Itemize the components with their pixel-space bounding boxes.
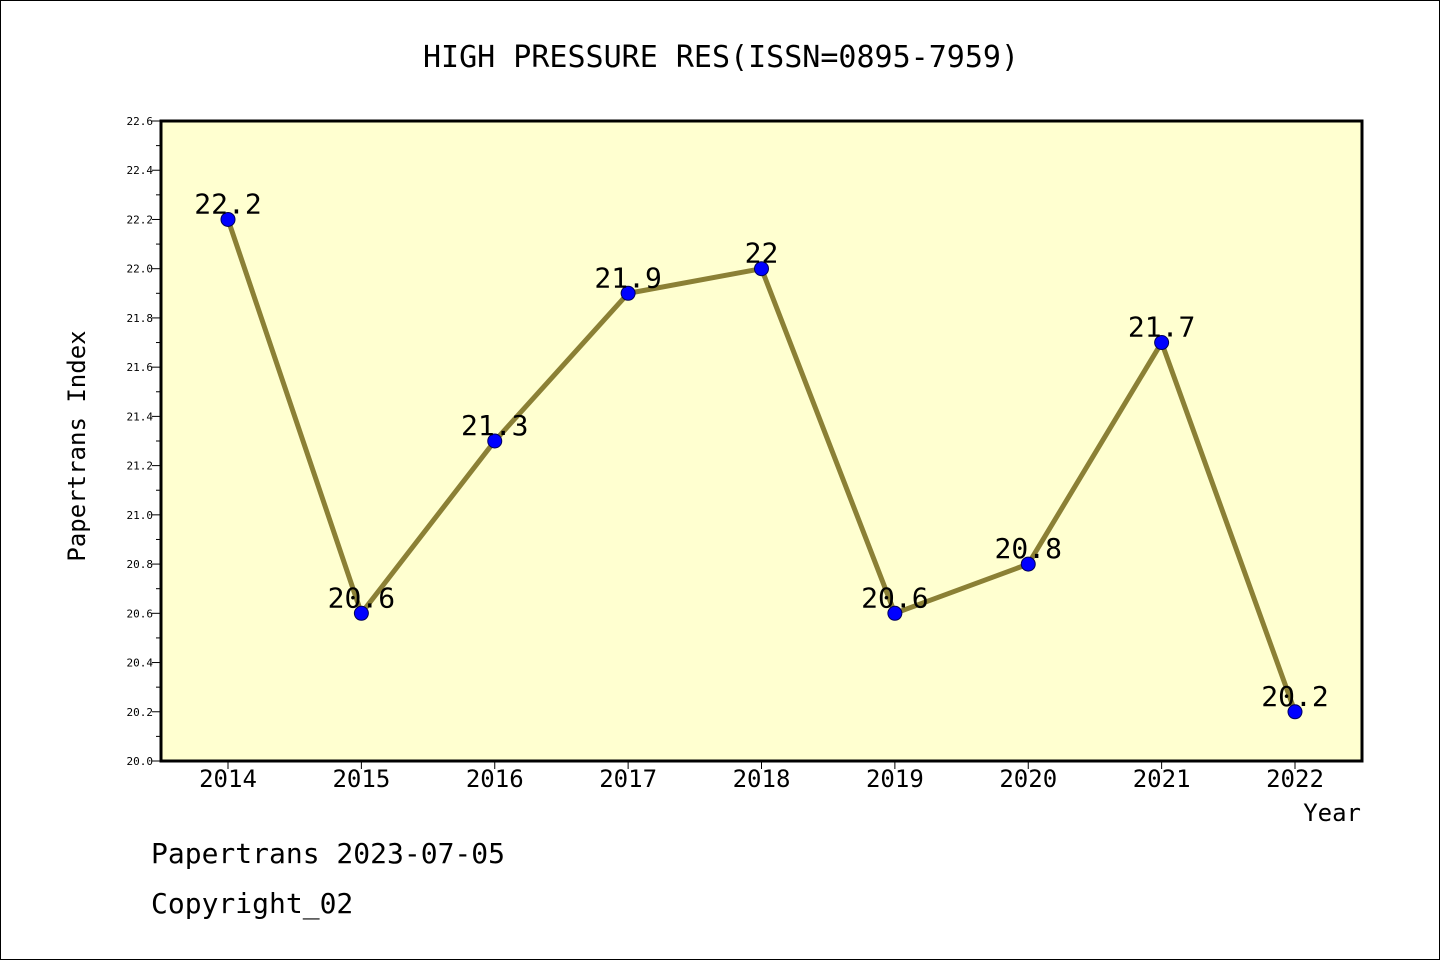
y-tick-label: 20.6 bbox=[127, 607, 154, 620]
y-tick-label: 20.2 bbox=[127, 706, 154, 719]
y-axis: 20.0 20.2 20.4 20.6 20.8 21.0 21.2 21.4 21.6 21.8… bbox=[127, 115, 161, 768]
y-tick-label: 22.2 bbox=[127, 213, 154, 226]
x-tick-label: 2016 bbox=[466, 765, 524, 793]
x-tick-label: 2022 bbox=[1266, 765, 1324, 793]
data-label: 20.2 bbox=[1261, 680, 1328, 713]
data-label: 20.6 bbox=[328, 581, 395, 614]
y-tick-label: 22.4 bbox=[127, 164, 154, 177]
data-label: 20.8 bbox=[995, 532, 1062, 565]
data-label: 22 bbox=[745, 237, 779, 270]
y-tick-label: 21.2 bbox=[127, 460, 154, 473]
x-tick-label: 2021 bbox=[1133, 765, 1191, 793]
data-label: 21.9 bbox=[594, 261, 661, 294]
data-point bbox=[887, 605, 903, 621]
x-tick-label: 2019 bbox=[866, 765, 924, 793]
data-point bbox=[487, 433, 503, 449]
data-points bbox=[220, 211, 1303, 720]
x-axis: 2014 2015 2016 2017 2018 2019 2020 2021 2022 bbox=[199, 761, 1324, 793]
x-tick-label: 2020 bbox=[999, 765, 1057, 793]
data-label: 21.3 bbox=[461, 409, 528, 442]
data-label: 22.2 bbox=[194, 187, 261, 220]
y-tick-label: 21.6 bbox=[127, 361, 154, 374]
x-axis-label: Year bbox=[1303, 799, 1361, 827]
footer-date: Papertrans 2023-07-05 bbox=[151, 837, 506, 870]
x-tick-label: 2015 bbox=[332, 765, 390, 793]
y-tick-label: 20.0 bbox=[127, 755, 154, 768]
data-point bbox=[353, 605, 369, 621]
y-tick-label: 21.0 bbox=[127, 509, 154, 522]
y-tick-label: 21.4 bbox=[127, 410, 154, 423]
data-point bbox=[754, 261, 769, 277]
y-tick-label: 22.0 bbox=[127, 263, 154, 276]
x-tick-label: 2017 bbox=[599, 765, 657, 793]
y-tick-label: 20.4 bbox=[127, 657, 154, 670]
data-point bbox=[1020, 556, 1036, 572]
x-tick-label: 2018 bbox=[733, 765, 791, 793]
footer-copyright: Copyright_02 bbox=[151, 887, 354, 920]
data-point bbox=[620, 285, 636, 301]
chart-title: HIGH PRESSURE RES(ISSN=0895-7959) bbox=[423, 40, 1019, 75]
y-axis-label: Papertrans Index bbox=[63, 330, 91, 561]
data-label: 21.7 bbox=[1128, 311, 1195, 344]
data-label: 20.6 bbox=[861, 581, 928, 614]
data-labels: 22.2 20.6 21.3 21.9 22 20.6 20.8 21.7 20.2 bbox=[194, 187, 1328, 712]
data-point bbox=[220, 211, 236, 227]
plot-area bbox=[159, 119, 1364, 763]
x-tick-label: 2014 bbox=[199, 765, 257, 793]
data-point bbox=[1287, 704, 1303, 720]
y-tick-label: 21.8 bbox=[127, 312, 154, 325]
data-point bbox=[1154, 335, 1170, 351]
y-tick-label: 22.6 bbox=[127, 115, 154, 128]
y-tick-label: 20.8 bbox=[127, 558, 154, 571]
